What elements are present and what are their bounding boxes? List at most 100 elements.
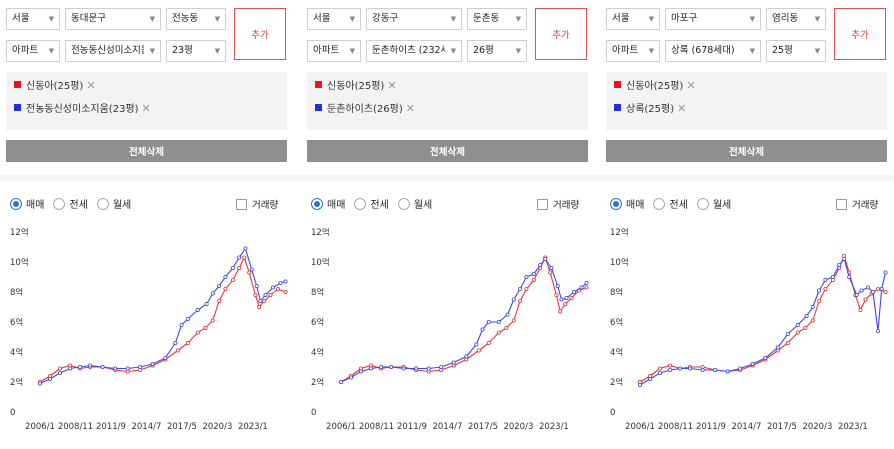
volume-checkbox[interactable]: 거래량: [836, 196, 878, 212]
series-line: [39, 247, 286, 385]
sale-radio-label: 매매: [626, 200, 645, 211]
data-point: [185, 317, 190, 322]
add-button[interactable]: 추가: [234, 8, 286, 60]
x-tick-label: 2017/5: [468, 422, 498, 432]
complex-select[interactable]: 전농동신성미소지음 ▼: [65, 40, 161, 62]
list-item: 둔촌하이츠(26평) ✕: [315, 100, 415, 118]
x-tick-label: 2020/3: [202, 422, 232, 432]
chevron-down-icon: ▼: [149, 47, 155, 55]
remove-icon[interactable]: ✕: [86, 79, 96, 92]
add-button[interactable]: 추가: [834, 8, 886, 60]
y-tick-label: 2억: [10, 377, 23, 388]
city-select[interactable]: 서울 ▼: [606, 8, 660, 30]
city-select[interactable]: 서울 ▼: [6, 8, 60, 30]
list-item: 전농동신성미소지움(23평) ✕: [14, 100, 151, 118]
sale-radio[interactable]: 매매: [10, 196, 44, 211]
radio-circle-icon: [53, 197, 66, 210]
volume-checkbox-label: 거래량: [553, 200, 580, 211]
type-select[interactable]: 아파트 ▼: [606, 40, 660, 62]
radio-circle-icon: [96, 197, 109, 210]
dong-select[interactable]: 전농동 ▼: [166, 8, 226, 30]
y-tick-label: 12억: [610, 227, 629, 238]
x-tick-label: 2008/11: [658, 422, 693, 432]
data-point: [369, 366, 374, 371]
x-tick-label: 2008/11: [359, 422, 394, 432]
data-point: [842, 257, 847, 262]
chevron-down-icon: ▼: [749, 47, 755, 55]
jeonse-radio[interactable]: 전세: [53, 196, 88, 211]
district-select[interactable]: 강동구 ▼: [366, 8, 462, 30]
clear-all-button[interactable]: 전체삭제: [6, 140, 287, 162]
dong-select[interactable]: 둔촌동 ▼: [467, 8, 527, 30]
city-select[interactable]: 서울 ▼: [307, 8, 361, 30]
data-point: [68, 366, 73, 371]
monthly-radio-label: 월세: [413, 200, 433, 211]
city-select-value: 서울: [612, 13, 630, 24]
checkbox-box-icon: [537, 198, 548, 210]
remove-icon[interactable]: ✕: [141, 102, 151, 115]
sale-radio[interactable]: 매매: [610, 196, 644, 211]
data-point: [584, 285, 589, 290]
jeonse-radio[interactable]: 전세: [354, 196, 389, 211]
data-point: [486, 341, 491, 346]
chevron-down-icon: ▼: [648, 15, 654, 23]
data-point: [474, 342, 479, 347]
data-point: [571, 290, 576, 295]
data-point: [125, 366, 130, 371]
data-point: [648, 376, 653, 381]
complex-select[interactable]: 상록 (678세대) ▼: [665, 40, 761, 62]
data-point: [548, 270, 553, 275]
data-point: [464, 354, 469, 359]
x-tick-label: 2023/1: [238, 422, 268, 432]
district-select[interactable]: 마포구 ▼: [665, 8, 761, 30]
list-item: 신동아(25평) ✕: [315, 77, 397, 95]
selected-list: 신동아(25평) ✕ 상록(25평) ✕: [606, 72, 887, 130]
data-point: [217, 299, 222, 304]
list-item-label: 신동아(25평): [26, 81, 84, 92]
radio-circle-icon: [653, 197, 666, 210]
data-point: [531, 272, 536, 277]
data-point: [263, 293, 268, 298]
data-point: [401, 366, 406, 371]
data-point: [823, 278, 828, 283]
type-select-value: 아파트: [612, 45, 639, 56]
selected-list: 신동아(25평) ✕ 전농동신성미소지움(23평) ✕: [6, 72, 287, 130]
data-point: [270, 285, 275, 290]
data-point: [179, 323, 184, 328]
type-select[interactable]: 아파트 ▼: [6, 40, 60, 62]
chevron-down-icon: ▼: [349, 15, 355, 23]
sale-radio[interactable]: 매매: [311, 196, 345, 211]
y-tick-label: 6억: [311, 317, 324, 328]
clear-all-button[interactable]: 전체삭제: [606, 140, 887, 162]
jeonse-radio-label: 전세: [669, 200, 688, 211]
size-select[interactable]: 25평 ▼: [766, 40, 826, 62]
monthly-radio[interactable]: 월세: [397, 196, 433, 211]
remove-icon[interactable]: ✕: [405, 102, 415, 115]
add-button[interactable]: 추가: [535, 8, 587, 60]
type-select[interactable]: 아파트 ▼: [307, 40, 361, 62]
remove-icon[interactable]: ✕: [686, 79, 696, 92]
monthly-radio[interactable]: 월세: [696, 196, 731, 211]
size-select[interactable]: 23평 ▼: [166, 40, 226, 62]
data-point: [173, 341, 178, 346]
volume-checkbox[interactable]: 거래량: [236, 196, 278, 212]
dong-select[interactable]: 염리동 ▼: [766, 8, 826, 30]
data-point: [237, 255, 242, 260]
remove-icon[interactable]: ✕: [677, 102, 687, 115]
data-point: [100, 364, 105, 369]
y-tick-label: 10억: [610, 257, 629, 268]
jeonse-radio[interactable]: 전세: [653, 196, 688, 211]
district-select[interactable]: 동대문구 ▼: [65, 8, 161, 30]
data-point: [785, 332, 790, 337]
y-tick-label: 8억: [10, 287, 23, 298]
data-point: [558, 309, 563, 314]
remove-icon[interactable]: ✕: [387, 79, 397, 92]
monthly-radio[interactable]: 월세: [96, 196, 131, 211]
y-tick-label: 12억: [10, 227, 29, 238]
size-select[interactable]: 26평 ▼: [467, 40, 527, 62]
clear-all-button[interactable]: 전체삭제: [307, 140, 588, 162]
selected-list: 신동아(25평) ✕ 둔촌하이츠(26평) ✕: [307, 72, 588, 130]
volume-checkbox[interactable]: 거래량: [537, 196, 579, 212]
complex-select[interactable]: 둔촌하이츠 (232세대) ▼: [366, 40, 462, 62]
